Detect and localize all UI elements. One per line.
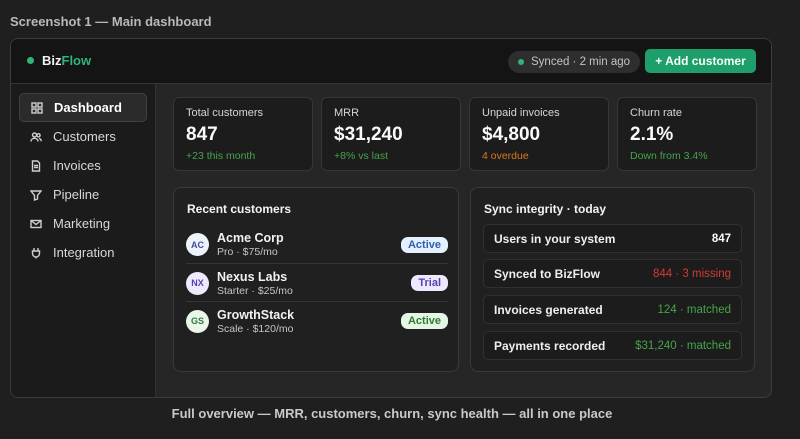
stat-label: MRR xyxy=(334,107,360,119)
stat-card-total-customers: Total customers 847 +23 this month xyxy=(173,97,313,171)
stat-sub: Down from 3.4% xyxy=(630,150,708,162)
sync-row-value: $31,240 · matched xyxy=(635,339,731,352)
stat-card-unpaid-invoices: Unpaid invoices $4,800 4 overdue xyxy=(469,97,609,171)
plug-icon xyxy=(28,245,44,261)
customer-plan: Scale · $120/mo xyxy=(217,322,294,335)
panel-title: Recent customers xyxy=(187,202,292,216)
sync-row-label: Payments recorded xyxy=(494,338,606,353)
footer-caption: Full overview — MRR, customers, churn, s… xyxy=(171,406,613,421)
sidebar-item-pipeline[interactable]: Pipeline xyxy=(19,180,147,209)
sidebar-item-marketing[interactable]: Marketing xyxy=(19,209,147,238)
sync-row-value: 844 · 3 missing xyxy=(653,267,731,280)
stat-label: Total customers xyxy=(186,107,264,119)
stat-value: $4,800 xyxy=(482,124,541,145)
add-customer-button[interactable]: + Add customer xyxy=(645,49,756,73)
stat-label: Churn rate xyxy=(630,107,682,119)
pipeline-icon xyxy=(28,187,44,203)
sync-row-payments: Payments recorded $31,240 · matched xyxy=(483,331,742,360)
stat-sub: +23 this month xyxy=(186,150,256,162)
top-bar: Biz Flow Synced · 2 min ago + Add custome… xyxy=(11,39,771,84)
sync-row-synced: Synced to BizFlow 844 · 3 missing xyxy=(483,259,742,288)
customer-name: GrowthStack xyxy=(217,307,295,322)
stat-sub: 4 overdue xyxy=(482,150,529,162)
customer-row[interactable]: AC Acme Corp Pro · $75/mo Active xyxy=(186,225,448,264)
sync-row-invoices: Invoices generated 124 · matched xyxy=(483,295,742,324)
logo-dot-icon xyxy=(27,57,34,64)
sidebar-item-label: Pipeline xyxy=(53,187,100,202)
mail-icon xyxy=(28,216,44,232)
sync-row-value: 124 · matched xyxy=(657,303,731,316)
customer-plan: Starter · $25/mo xyxy=(217,284,293,297)
grid-icon xyxy=(29,100,45,116)
customer-row[interactable]: NX Nexus Labs Starter · $25/mo Trial xyxy=(186,263,448,302)
logo-text-suffix: Flow xyxy=(61,53,92,68)
customer-row[interactable]: GS GrowthStack Scale · $120/mo Active xyxy=(186,301,448,340)
sidebar-item-label: Customers xyxy=(53,129,116,144)
sync-status-dot-icon xyxy=(518,59,524,65)
sync-row-label: Users in your system xyxy=(494,231,616,246)
sidebar-item-customers[interactable]: Customers xyxy=(19,122,147,151)
sync-integrity-panel: Sync integrity · today Users in your sys… xyxy=(470,187,755,372)
customer-name: Acme Corp xyxy=(217,231,284,245)
stat-sub: +8% vs last xyxy=(334,150,388,162)
sidebar-item-label: Invoices xyxy=(53,158,101,173)
sidebar-item-label: Integration xyxy=(53,245,115,260)
customer-plan: Pro · $75/mo xyxy=(217,246,278,258)
app-window: Biz Flow Synced · 2 min ago + Add custome… xyxy=(10,38,772,398)
sidebar-item-integration[interactable]: Integration xyxy=(19,238,147,267)
logo[interactable]: Biz Flow xyxy=(27,53,91,68)
sidebar-item-invoices[interactable]: Invoices xyxy=(19,151,147,180)
sync-row-users: Users in your system 847 xyxy=(483,224,742,253)
avatar: GS xyxy=(186,309,209,333)
users-icon xyxy=(28,129,44,145)
stat-value: 847 xyxy=(186,124,218,145)
sidebar: Dashboard Customers Invoices Pipeline Ma… xyxy=(11,84,156,397)
logo-text-prefix: Biz xyxy=(42,53,62,68)
stat-card-mrr: MRR $31,240 +8% vs last xyxy=(321,97,461,171)
stat-label: Unpaid invoices xyxy=(482,107,560,119)
sync-row-value: 847 xyxy=(711,232,731,245)
avatar: NX xyxy=(186,271,209,295)
stat-value: 2.1% xyxy=(630,124,674,145)
page-caption: Screenshot 1 — Main dashboard xyxy=(10,14,212,29)
sync-row-label: Invoices generated xyxy=(494,302,603,317)
status-badge: Active xyxy=(400,236,448,253)
panel-title: Sync integrity · today xyxy=(484,202,607,216)
stat-value: $31,240 xyxy=(334,124,403,145)
avatar: AC xyxy=(186,233,209,256)
status-badge: Trial xyxy=(411,275,448,291)
sync-status-text: Synced · 2 min ago xyxy=(531,56,631,68)
status-badge: Active xyxy=(400,313,448,329)
sync-status-pill: Synced · 2 min ago xyxy=(508,51,641,73)
sidebar-item-label: Dashboard xyxy=(54,100,122,115)
sidebar-item-label: Marketing xyxy=(53,216,111,231)
stat-card-churn-rate: Churn rate 2.1% Down from 3.4% xyxy=(617,97,757,171)
customer-name: Nexus Labs xyxy=(217,269,288,284)
sidebar-item-dashboard[interactable]: Dashboard xyxy=(19,93,147,122)
recent-customers-panel: Recent customers AC Acme Corp Pro · $75/… xyxy=(173,187,459,372)
document-icon xyxy=(28,158,44,174)
sync-row-label: Synced to BizFlow xyxy=(494,266,601,281)
